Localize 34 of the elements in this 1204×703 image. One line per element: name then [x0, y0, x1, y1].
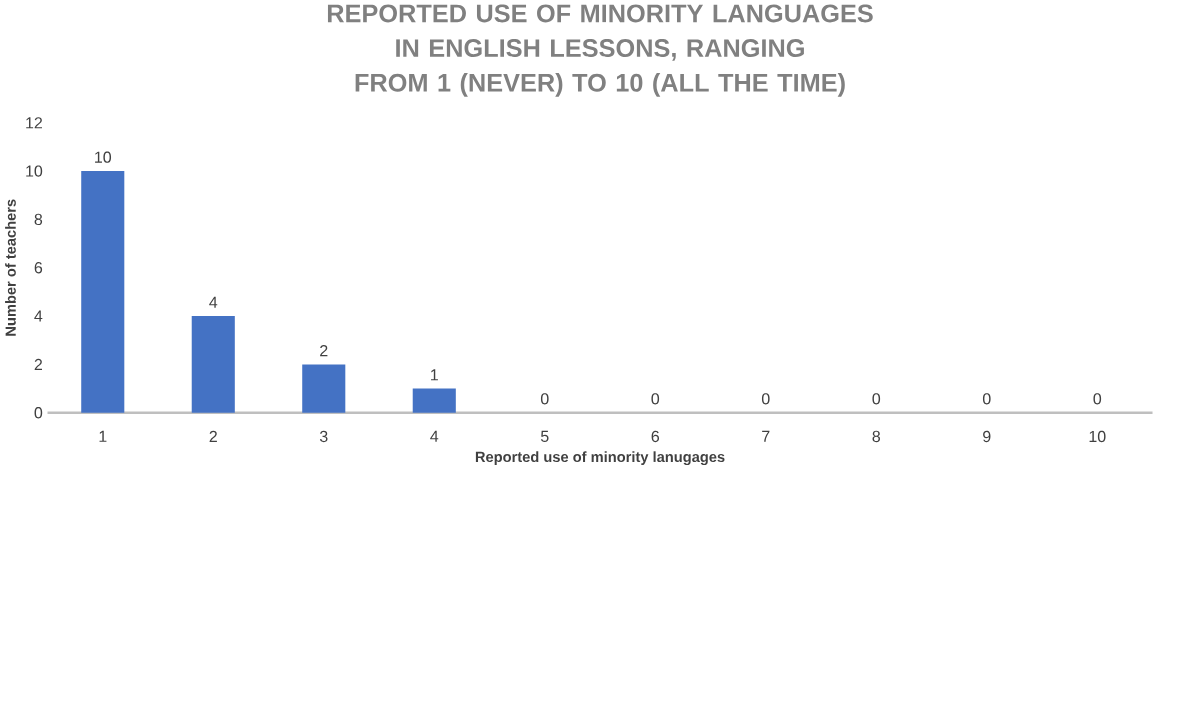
bar — [412, 388, 456, 413]
x-axis-title: Reported use of minority lanugages — [475, 451, 725, 466]
data-label: 0 — [651, 393, 660, 405]
y-tick-label: 12 — [26, 117, 42, 129]
x-tick-label: 5 — [540, 430, 549, 443]
data-label: 10 — [95, 151, 112, 163]
x-tick-label: 4 — [430, 430, 439, 442]
data-label: 0 — [540, 393, 549, 405]
x-tick-label: 10 — [1089, 430, 1106, 443]
data-label: 0 — [872, 393, 881, 405]
data-label: 0 — [761, 393, 770, 405]
x-tick-label: 6 — [651, 430, 660, 443]
x-tick-label: 9 — [983, 430, 991, 443]
chart-title: REPORTED USE OF MINORITY LANGUAGES IN ENGLISH LESSONS, RANGING FROM 1 (NEVER) TO 10 (ALL THE TIME) — [327, 4, 873, 97]
x-tick-label: 3 — [319, 430, 328, 443]
bar — [302, 364, 346, 413]
y-tick-label: 6 — [34, 262, 43, 274]
bar — [191, 316, 235, 413]
y-tick-label: 2 — [34, 358, 42, 371]
y-tick-label: 0 — [34, 407, 43, 419]
x-tick-label: 2 — [209, 430, 217, 443]
data-label: 0 — [982, 393, 991, 405]
y-tick-label: 4 — [34, 310, 43, 322]
bar — [81, 171, 125, 413]
y-axis-title: Number of teachers — [5, 199, 16, 336]
data-label: 1 — [431, 369, 438, 381]
data-label: 0 — [1093, 393, 1102, 405]
x-tick-label: 1 — [99, 430, 107, 442]
x-tick-label: 7 — [762, 430, 770, 442]
data-label: 2 — [320, 345, 328, 357]
x-tick-label: 8 — [872, 430, 881, 443]
y-tick-label: 10 — [26, 165, 43, 177]
data-label: 4 — [209, 296, 218, 308]
y-tick-label: 8 — [34, 213, 43, 226]
